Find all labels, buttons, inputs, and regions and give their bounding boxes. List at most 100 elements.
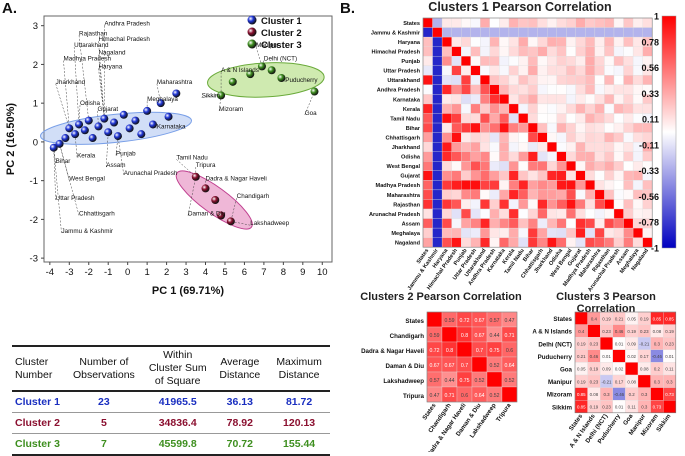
- colorbar-tick-label: -1: [651, 244, 659, 254]
- heatmap-cell: [613, 189, 624, 200]
- heatmap-row-label: Mizoram: [547, 392, 573, 399]
- point-label: Bihar: [56, 158, 71, 165]
- heatmap-cell: [508, 141, 519, 152]
- heatmap-cell: [604, 141, 615, 152]
- heatmap-cell-value: 0.52: [474, 378, 484, 384]
- heatmap-cell: [441, 84, 452, 95]
- heatmap-cell-value: 0.19: [590, 367, 599, 372]
- heatmap-cell: [546, 75, 557, 86]
- heatmap-cell: [585, 199, 596, 210]
- point-label: Lakshadweep: [250, 220, 289, 227]
- cell-sum-of-square: 41965.5: [143, 391, 212, 413]
- scatter-point-cluster-1: [148, 120, 157, 129]
- heatmap-cell: [594, 180, 605, 191]
- scatter-point-cluster-2: [217, 211, 226, 220]
- heatmap-cell: [527, 84, 538, 95]
- heatmap-cell: [441, 36, 452, 47]
- x-tick-label: 5: [222, 267, 227, 278]
- heatmap-cell: [632, 17, 643, 28]
- heatmap-cell: [594, 132, 605, 143]
- label-leader-line: [98, 41, 105, 119]
- heatmap-cell-value: 0.08: [627, 379, 636, 384]
- heatmap-cell: [527, 161, 538, 171]
- heatmap-cell: [518, 151, 529, 162]
- heatmap-row-label: Sikkim: [552, 404, 572, 411]
- scatter-point-cluster-1: [137, 130, 146, 139]
- heatmap-cell-value: 0.73: [665, 392, 674, 397]
- heatmap-cell: [527, 218, 538, 229]
- header-cluster-number: Cluster Number: [12, 345, 64, 392]
- heatmap-cell: [508, 65, 519, 76]
- heatmap-cell-value: 0.19: [590, 405, 599, 410]
- heatmap-cell: [527, 46, 538, 57]
- heatmap-cell: [432, 17, 443, 28]
- heatmap-cell: [422, 189, 433, 200]
- heatmap-cell: [461, 237, 471, 248]
- cell-sum-of-square: 45599.8: [143, 433, 212, 456]
- heatmap-cell: [441, 151, 452, 162]
- heatmap-cell-value: 0.44: [444, 378, 454, 384]
- heatmap-cell: [432, 84, 443, 95]
- heatmap-cell: [499, 227, 510, 238]
- y-tick-label: -3: [30, 254, 38, 265]
- heatmap-cell-value: 0.72: [459, 318, 469, 324]
- label-leader-line: [230, 198, 237, 222]
- heatmap-cell: [600, 337, 613, 350]
- heatmap-cell: [556, 122, 567, 133]
- heatmap2-title: Clusters 2 Pearson Correlation: [360, 291, 522, 303]
- colorbar-tick-label: 1: [654, 12, 659, 22]
- heatmap-cell: [632, 151, 643, 162]
- heatmap-cell: [470, 199, 481, 210]
- heatmap-cell: [604, 132, 615, 143]
- heatmap-cell: [489, 141, 500, 152]
- heatmap-cell: [461, 161, 471, 171]
- heatmap-cell-value: 0.23: [590, 379, 599, 384]
- heatmap-cell: [480, 208, 491, 219]
- heatmap-cell: [451, 170, 462, 181]
- heatmap-cell: [489, 161, 500, 171]
- heatmap-cell: [432, 237, 443, 248]
- heatmap-row-label: Rajasthan: [393, 202, 420, 208]
- heatmap-row-label: Karnataka: [393, 97, 421, 103]
- heatmap-cell: [546, 36, 557, 47]
- colorbar-tick-label: 0.11: [642, 115, 659, 125]
- heatmap-cell-value: 0.67: [429, 363, 439, 369]
- point-label: Kerala: [77, 152, 96, 159]
- heatmap-row-label: Uttarakhand: [387, 78, 420, 84]
- heatmap-cell: [480, 103, 491, 114]
- heatmap-cell: [594, 36, 605, 47]
- point-label: Andhra Pradesh: [104, 21, 150, 28]
- heatmap-cell: [432, 56, 443, 66]
- heatmap-cell: [546, 84, 557, 95]
- heatmap-cell: [623, 161, 634, 171]
- heatmap-cell: [461, 208, 471, 219]
- heatmap-cell: [642, 27, 653, 38]
- heatmap-cell: [613, 94, 624, 105]
- heatmap-cell: [546, 199, 557, 210]
- heatmap-cell: [518, 180, 529, 191]
- heatmap-cell: [422, 132, 433, 143]
- heatmap-cell: [566, 141, 576, 152]
- heatmap-row-label: Daman & Diu: [385, 363, 424, 370]
- x-tick-label: 2: [164, 267, 169, 278]
- heatmap-cell: [432, 180, 443, 191]
- heatmap-cell: [470, 46, 481, 57]
- heatmap-cell: [566, 208, 576, 219]
- cluster2-correlation-heatmap: States Chandigarh Dadra & Nagar Haveli Dama…: [361, 311, 518, 452]
- heatmap-cell: [470, 56, 481, 66]
- heatmap-cell: [470, 36, 481, 47]
- heatmap1-title: Clusters 1 Pearson Correlation: [428, 0, 612, 14]
- heatmap-cell: [566, 94, 576, 105]
- heatmap-cell-value: 0.44: [489, 333, 499, 339]
- heatmap-cell: [508, 170, 519, 181]
- heatmap-cell-value: 0.23: [665, 342, 674, 347]
- heatmap-cell: [508, 237, 519, 248]
- scatter-point-cluster-3: [310, 87, 319, 96]
- heatmap-cell: [585, 180, 596, 191]
- point-label: Karnataka: [157, 123, 186, 130]
- heatmap-cell: [451, 75, 462, 86]
- heatmap-cell: [527, 17, 538, 28]
- heatmap-cell: [480, 113, 491, 124]
- heatmap-cell: [537, 132, 548, 143]
- heatmap-cell: [432, 113, 443, 124]
